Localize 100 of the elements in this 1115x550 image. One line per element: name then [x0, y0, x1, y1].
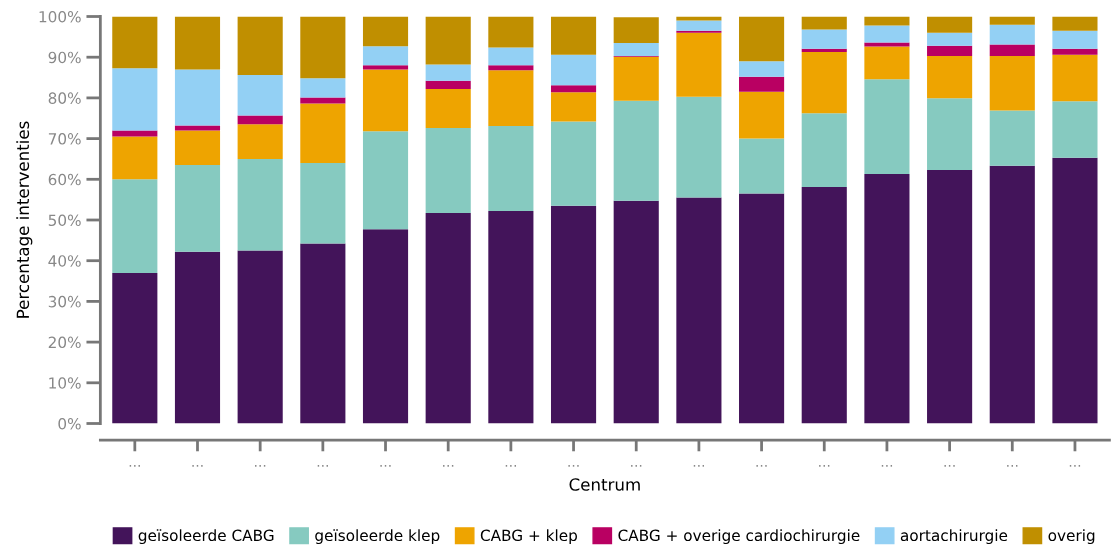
bar: [300, 97, 346, 104]
x-tick-label: ...: [443, 464, 454, 467]
y-tick-label: 80%: [48, 92, 81, 104]
bar: [425, 64, 471, 81]
bar: [112, 272, 158, 424]
x-tick-label: ...: [568, 464, 579, 467]
bar: [362, 229, 409, 424]
bar: [676, 32, 722, 97]
bar: [488, 211, 534, 424]
bar: [174, 165, 221, 252]
bar: [1052, 54, 1098, 102]
legend-label: CABG + overige cardiochirurgie: [618, 529, 860, 545]
bar: [112, 130, 158, 137]
bar: [864, 42, 910, 47]
y-tick-label: 100%: [39, 10, 81, 23]
bar: [613, 200, 659, 424]
bar: [1052, 16, 1098, 31]
bar: [613, 100, 659, 201]
bar: [927, 169, 973, 424]
bar: [425, 128, 471, 214]
bar: [112, 68, 158, 131]
y-tick-label: 50%: [48, 214, 81, 227]
x-tick-label: ...: [944, 464, 955, 467]
bar: [613, 42, 659, 56]
bar: [425, 16, 471, 65]
bar: [801, 16, 847, 30]
x-tick-label: ...: [1069, 464, 1081, 467]
bar: [237, 158, 283, 251]
bar: [174, 251, 221, 424]
x-axis-title: Centrum: [569, 478, 640, 491]
bar: [112, 16, 158, 69]
bar: [488, 65, 534, 71]
bar: [801, 113, 847, 188]
bar: [989, 24, 1035, 45]
x-tick-label: ...: [819, 464, 830, 467]
bar: [300, 103, 346, 164]
bar: [1052, 101, 1098, 158]
bar: [1052, 48, 1098, 55]
x-tick-label: ...: [505, 464, 516, 467]
x-tick-label: ...: [881, 464, 893, 467]
y-tick-label: 60%: [48, 173, 81, 186]
y-tick-label: 40%: [48, 255, 81, 267]
bar: [864, 46, 910, 80]
legend-label: CABG + klep: [480, 529, 577, 545]
bar: [112, 136, 158, 180]
bar: [676, 197, 722, 424]
bar: [927, 45, 973, 56]
bar: [488, 70, 534, 126]
bar: [927, 98, 973, 170]
bar: [362, 65, 409, 70]
bar: [927, 55, 973, 99]
y-tick-label: 70%: [48, 133, 81, 145]
bar: [739, 16, 785, 62]
bar: [801, 48, 847, 52]
bar: [989, 55, 1035, 111]
bar: [739, 76, 785, 92]
bar: [739, 193, 785, 424]
bar: [613, 17, 659, 43]
bar: [488, 125, 534, 212]
bar: [174, 130, 221, 166]
bar: [362, 46, 409, 66]
bar: [550, 54, 597, 86]
bar: [676, 16, 722, 21]
bar: [801, 51, 847, 114]
bar: [425, 88, 471, 129]
bar: [300, 243, 346, 424]
bar: [550, 92, 597, 122]
bar: [237, 16, 283, 76]
bar: [676, 96, 722, 198]
bar: [1052, 30, 1098, 49]
bar: [676, 20, 722, 31]
bar: [237, 75, 283, 116]
x-tick-label: ...: [756, 464, 767, 467]
legend-label: aortachirurgie: [900, 529, 1008, 545]
bar: [488, 16, 534, 48]
bar: [237, 115, 283, 125]
bar: [1052, 157, 1098, 424]
y-tick-label: 10%: [49, 377, 81, 389]
bar: [989, 110, 1035, 166]
x-tick-label: ...: [380, 464, 391, 467]
bar: [237, 250, 283, 424]
bar: [739, 138, 785, 194]
x-tick-label: ...: [693, 464, 705, 467]
legend-label: geïsoleerde klep: [315, 529, 440, 545]
bar: [801, 187, 847, 424]
bar: [550, 16, 597, 55]
bar: [613, 56, 659, 101]
x-tick-label: ...: [192, 464, 203, 467]
bar: [989, 165, 1035, 424]
bar: [864, 79, 910, 175]
bar: [864, 25, 910, 43]
bar: [488, 47, 534, 66]
bar: [300, 163, 346, 244]
y-tick-label: 20%: [48, 336, 81, 349]
bar: [300, 78, 346, 98]
y-axis-title: Percentage interventies: [16, 121, 33, 318]
bar: [425, 213, 471, 424]
x-tick-label: ...: [255, 464, 266, 467]
y-tick-label: 0%: [58, 417, 81, 430]
legend-label: geïsoleerde CABG: [138, 529, 274, 545]
